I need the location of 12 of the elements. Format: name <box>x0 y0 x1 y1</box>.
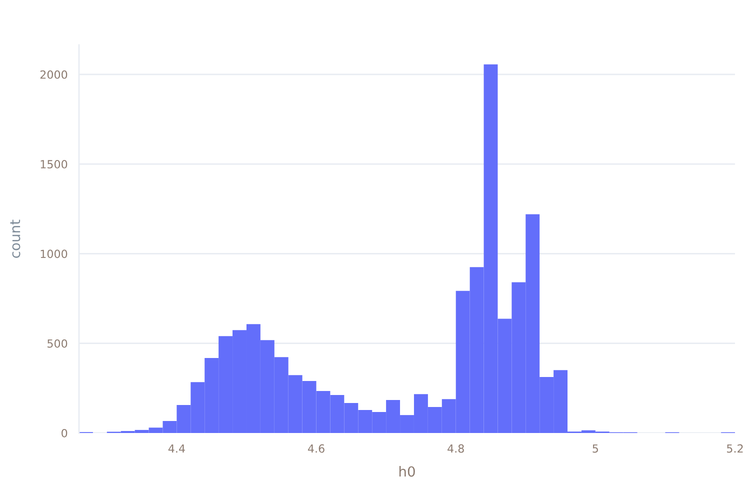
y-tick-label: 500 <box>48 339 68 348</box>
x-tick-label: 4.6 <box>308 444 324 453</box>
y-tick-label: 1500 <box>40 160 68 168</box>
x-axis-title: h0 <box>399 466 415 477</box>
x-tick-label: 4.8 <box>448 444 464 453</box>
y-tick-label: 1000 <box>40 250 68 258</box>
x-tick-label: 5 <box>592 444 598 453</box>
x-tick-label: 4.4 <box>168 444 185 453</box>
y-tick-label: 2000 <box>40 70 68 79</box>
y-tick-label: 0 <box>62 428 68 438</box>
x-tick-label: 5.2 <box>727 444 743 453</box>
y-axis-title: count <box>10 220 20 258</box>
